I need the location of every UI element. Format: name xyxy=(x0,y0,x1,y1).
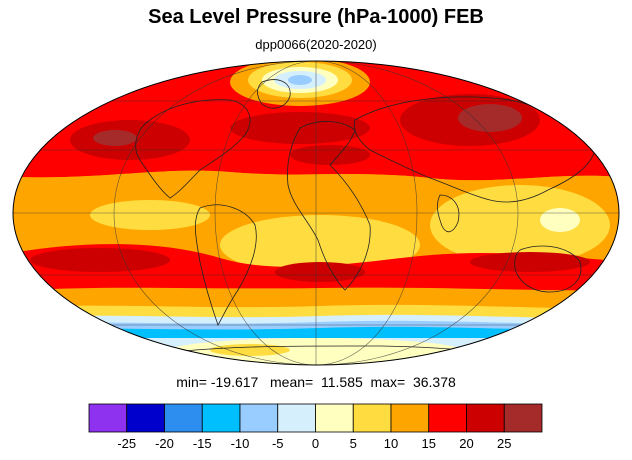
colorbar-tick-label: 20 xyxy=(459,436,474,451)
pressure-map xyxy=(12,60,620,366)
colorbar-swatch xyxy=(277,403,316,433)
colorbar-swatch xyxy=(201,403,241,433)
stats-mean-value: 11.585 xyxy=(320,374,363,390)
colorbar-tick-label: -20 xyxy=(155,436,174,451)
colorbar-tick-label: -5 xyxy=(271,436,284,451)
colorbar-tick-label: 15 xyxy=(421,436,436,451)
colorbar-tick-label: 0 xyxy=(311,436,320,451)
colorbar-tick-label: -10 xyxy=(230,436,250,451)
stats-min-label: min= xyxy=(176,374,207,390)
pressure-field xyxy=(13,61,619,365)
stats-mean-label: mean= xyxy=(270,374,314,390)
map-outline xyxy=(12,60,620,366)
colorbar-swatch xyxy=(126,403,165,433)
colorbar-swatch xyxy=(239,403,279,433)
colorbar-tick-label: 25 xyxy=(497,436,512,451)
colorbar-tick-label: -15 xyxy=(192,436,212,451)
plot-subtitle: dpp0066(2020-2020) xyxy=(255,37,377,52)
stats-max-value: 36.378 xyxy=(412,374,456,390)
stats-max-label: max= xyxy=(370,374,406,390)
stats-min-value: -19.617 xyxy=(210,374,259,390)
colorbar-tick-label: 5 xyxy=(349,436,357,451)
colorbar-swatch xyxy=(466,403,505,433)
colorbar-tick-label: 10 xyxy=(383,436,399,451)
colorbar-swatch xyxy=(315,403,354,433)
stats-line: min= -19.617 mean= 11.585 max= 36.378 xyxy=(0,374,632,390)
colorbar-tick-labels: -25 -20 -15 -10 -5 0 5 10 15 20 25 xyxy=(0,436,632,456)
colorbar-swatch xyxy=(88,403,128,433)
colorbar-swatch xyxy=(428,403,467,433)
colorbar-swatch xyxy=(503,403,543,433)
colorbar-tick-label: -25 xyxy=(117,436,137,451)
colorbar-swatch xyxy=(390,403,430,433)
colorbar xyxy=(88,403,543,433)
colorbar-swatch xyxy=(352,403,392,433)
colorbar-swatch xyxy=(164,403,203,433)
plot-title: Sea Level Pressure (hPa-1000) FEB xyxy=(148,6,484,28)
